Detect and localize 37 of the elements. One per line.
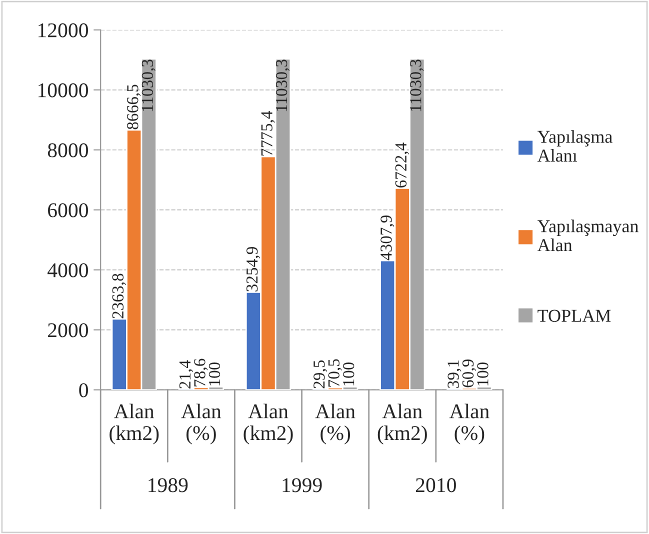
x-tick-label: Alan (km2) bbox=[244, 404, 293, 444]
data-label: 6722,4 bbox=[395, 142, 409, 188]
data-label: 100 bbox=[477, 362, 488, 386]
text: 1989 bbox=[148, 478, 188, 492]
data-label: 70,5 bbox=[328, 359, 342, 387]
data-label: 78,6 bbox=[194, 358, 208, 386]
data-label: 100 bbox=[342, 362, 354, 386]
data-label: 100 bbox=[208, 362, 220, 386]
y-tick-label: 4000 bbox=[48, 263, 88, 278]
text: 2010 bbox=[416, 478, 456, 492]
y-tick-label: 0 bbox=[79, 383, 88, 398]
x-tick-label: Alan (km2) bbox=[110, 404, 159, 444]
data-label: 4307,9 bbox=[380, 215, 394, 260]
data-label: 3254,9 bbox=[246, 247, 260, 292]
data-label: 11030,3 bbox=[142, 60, 156, 112]
text: 1999 bbox=[282, 478, 322, 492]
y-tick-label: 12000 bbox=[38, 23, 88, 38]
data-label: 60,9 bbox=[462, 360, 476, 388]
data-label: 8666,5 bbox=[127, 84, 141, 130]
x-tick-label: Alan (%) bbox=[449, 404, 490, 444]
data-label: 7775,4 bbox=[261, 111, 275, 156]
legend-label: Yapılaşma Alanı bbox=[537, 130, 612, 162]
y-tick-label: 8000 bbox=[48, 143, 88, 158]
data-label: 39,1 bbox=[448, 360, 462, 388]
legend-label: Yapılaşmayan Alan bbox=[537, 220, 638, 252]
data-label: 11030,3 bbox=[410, 60, 424, 112]
y-tick-label: 6000 bbox=[48, 203, 88, 218]
y-tick-label: 2000 bbox=[48, 323, 88, 338]
x-tick-label: Alan (%) bbox=[181, 404, 222, 444]
x-tick-label: Alan (km2) bbox=[378, 404, 427, 444]
data-label: 21,4 bbox=[179, 360, 194, 388]
x-tick-label: Alan (%) bbox=[315, 404, 356, 444]
y-tick-label: 10000 bbox=[38, 83, 88, 98]
data-label: 29,5 bbox=[314, 360, 328, 388]
legend-label: TOPLAM bbox=[538, 310, 611, 322]
data-label: 2363,8 bbox=[112, 274, 126, 318]
data-label: 11030,3 bbox=[276, 60, 290, 112]
